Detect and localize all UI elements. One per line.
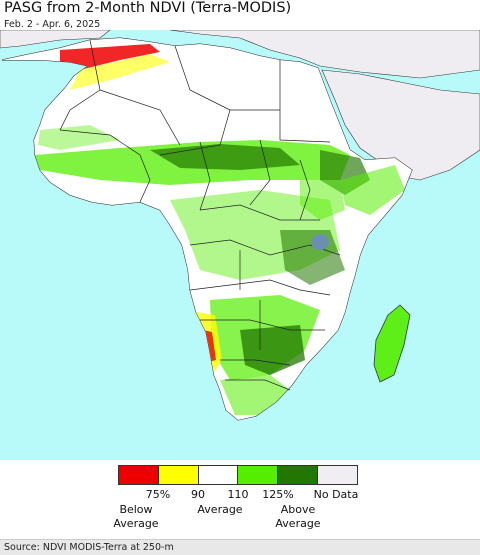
legend-below-line2: Average [113,517,159,530]
legend-above-line1: Above [280,503,316,516]
map-title: PASG from 2-Month NDVI (Terra-MODIS) [4,0,292,16]
legend-below-line1: Below [119,503,153,516]
iberia-nodata [0,30,111,49]
lake-victoria [311,234,329,250]
europe-nodata [169,30,480,79]
legend-tick-125: 125% [262,488,294,501]
ndvi-anomaly-layer [2,38,412,420]
legend-swatch-below [158,466,199,484]
arabia-nodata [321,69,480,181]
map-date-range: Feb. 2 - Apr. 6, 2025 [4,19,101,30]
legend-swatch-average [198,466,239,484]
legend-colorbar [118,465,358,485]
legend-below-average: Below Average [101,503,171,531]
legend-tick-no-data: No Data [313,488,359,501]
legend-tick-75: 75% [145,488,171,501]
legend-tick-90: 90 [191,488,205,501]
madagascar [373,304,411,383]
legend-swatch-no-data [318,466,357,484]
legend-swatch-above [238,466,279,484]
legend-average: Average [197,503,243,516]
legend-above-line2: Average [275,517,321,530]
legend-above-average: Above Average [263,503,333,531]
legend-swatch-much-above [278,466,319,484]
source-footer: Source: NDVI MODIS-Terra at 250-m [0,539,480,555]
legend-tick-110: 110 [227,488,249,501]
legend-swatch-much-below [119,466,159,484]
africa-ndvi-map [0,30,480,460]
